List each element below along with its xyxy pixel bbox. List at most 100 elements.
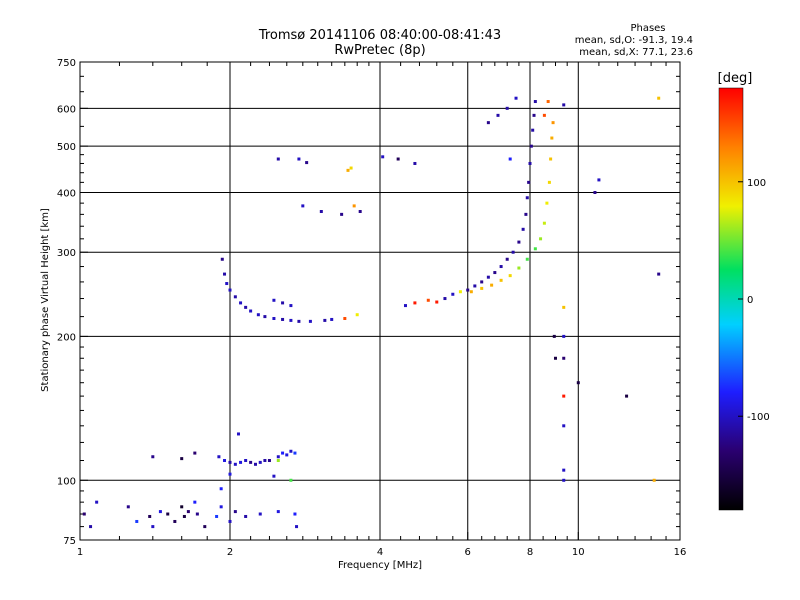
data-point	[413, 161, 417, 165]
data-point	[597, 178, 601, 182]
data-point	[239, 301, 243, 305]
data-point	[233, 295, 237, 299]
data-point	[281, 301, 285, 305]
data-point	[625, 394, 629, 398]
data-point	[225, 282, 229, 286]
data-point	[435, 300, 439, 304]
data-point	[263, 458, 267, 462]
y-axis: 75 100 200 300 400 500 600 750	[57, 58, 680, 547]
data-point	[451, 292, 455, 296]
data-point	[289, 478, 293, 482]
data-point	[562, 478, 566, 482]
data-point	[593, 190, 597, 194]
data-point	[236, 432, 240, 436]
data-point	[562, 394, 566, 398]
data-point	[551, 121, 555, 125]
data-point	[228, 288, 232, 292]
data-point	[173, 519, 177, 523]
data-point	[652, 478, 656, 482]
data-point	[258, 460, 262, 464]
data-point	[186, 510, 190, 514]
data-point	[281, 451, 285, 455]
data-point	[546, 100, 550, 104]
data-point	[531, 128, 535, 132]
data-point	[381, 155, 385, 159]
data-point	[505, 106, 509, 110]
data-point	[249, 309, 253, 313]
x-tick-label: 10	[572, 547, 585, 558]
data-point	[576, 381, 580, 385]
data-point	[289, 449, 293, 453]
data-point	[239, 460, 243, 464]
data-point	[525, 196, 529, 200]
data-point	[276, 455, 280, 459]
data-point	[219, 505, 223, 509]
data-point	[443, 297, 447, 301]
data-point	[499, 278, 503, 282]
y-tick-label: 75	[63, 536, 76, 547]
data-point	[166, 512, 170, 516]
data-point	[182, 514, 186, 518]
x-tick-label: 6	[465, 547, 471, 558]
data-point	[542, 221, 546, 225]
data-point	[319, 210, 323, 214]
data-point	[267, 458, 271, 462]
colorbar-label: [deg]	[718, 71, 753, 86]
chart-title: Tromsø 20141106 08:40:00-08:41:43	[258, 28, 501, 43]
data-point	[508, 274, 512, 278]
y-tick-label: 750	[57, 58, 76, 69]
y-tick-label: 200	[57, 332, 76, 343]
x-tick-label: 2	[227, 547, 233, 558]
data-point	[517, 266, 521, 270]
data-point	[480, 280, 484, 284]
data-point	[215, 514, 219, 518]
data-point	[253, 462, 257, 466]
data-point	[293, 451, 297, 455]
data-point	[228, 519, 232, 523]
data-point	[180, 505, 184, 509]
data-point	[549, 157, 553, 161]
data-point	[323, 318, 327, 322]
data-point	[89, 525, 93, 529]
data-point	[281, 317, 285, 321]
data-point	[496, 113, 500, 117]
data-point	[151, 455, 155, 459]
data-point	[193, 451, 197, 455]
colorbar-tick-label: 100	[747, 178, 766, 189]
phase-line-o: mean, sd,O: -91.3, 19.4	[575, 35, 693, 46]
data-point	[562, 356, 566, 360]
data-point	[346, 168, 350, 172]
data-point	[203, 525, 207, 529]
data-point	[562, 103, 566, 107]
data-point	[562, 334, 566, 338]
data-point	[244, 458, 248, 462]
data-point	[180, 457, 184, 461]
data-point	[276, 157, 280, 161]
x-tick-label: 8	[527, 547, 533, 558]
colorbar-tick-label: -100	[747, 412, 770, 423]
data-point	[486, 275, 490, 279]
x-tick-label: 16	[674, 547, 687, 558]
data-point	[521, 227, 525, 231]
data-point	[301, 204, 305, 208]
data-point	[539, 237, 543, 241]
data-point	[228, 460, 232, 464]
data-point	[276, 458, 280, 462]
data-point	[289, 318, 293, 322]
colorbar-ticks: 100 0 -100	[738, 178, 770, 423]
data-point	[220, 257, 224, 261]
grid	[80, 62, 680, 540]
data-point	[249, 460, 253, 464]
data-point	[297, 319, 301, 323]
data-point	[148, 514, 152, 518]
data-point	[426, 298, 430, 302]
data-point	[217, 455, 221, 459]
data-point	[340, 212, 344, 216]
data-point	[285, 453, 289, 457]
data-point	[256, 313, 260, 317]
data-point	[511, 250, 515, 254]
data-point	[552, 334, 556, 338]
data-point	[524, 212, 528, 216]
data-point	[95, 500, 99, 504]
